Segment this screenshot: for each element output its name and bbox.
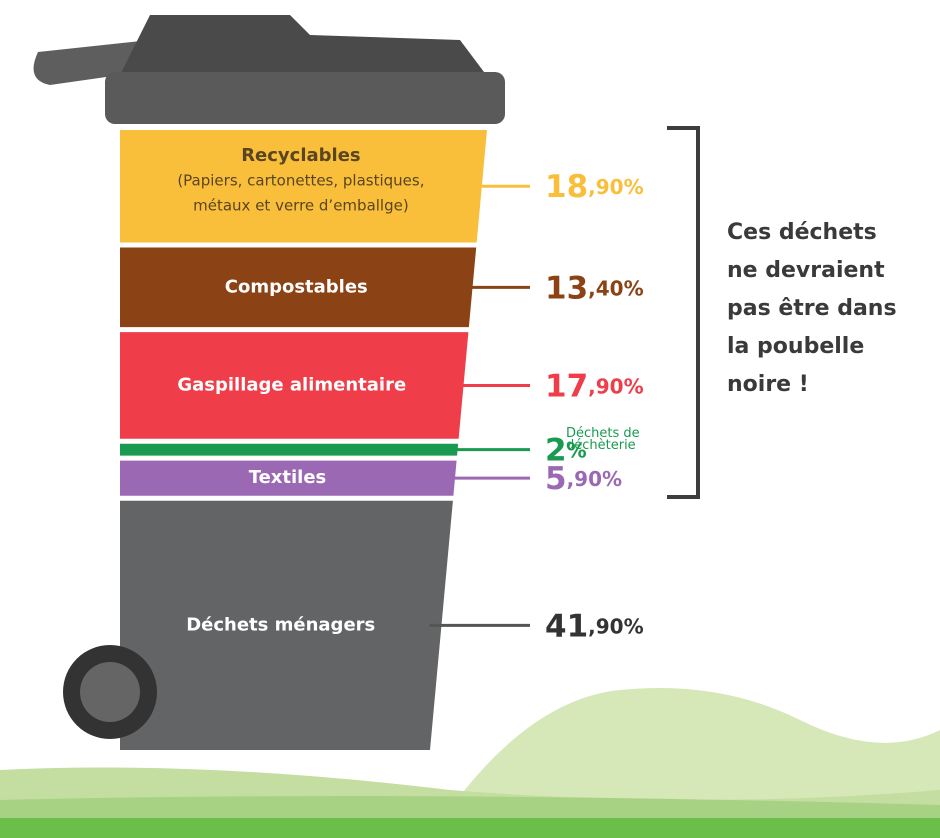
value-dec: ,90% <box>588 614 643 638</box>
value-dec: ,90% <box>588 175 643 199</box>
value-label: 13,40% <box>545 270 644 306</box>
value-dec: ,90% <box>567 467 622 491</box>
annotation: la poubelle <box>727 334 864 359</box>
annotation: ne devraient <box>727 258 885 283</box>
value-int: 41 <box>545 608 588 644</box>
value-label: 17,90% <box>545 368 644 404</box>
value-label: 41,90% <box>545 608 644 644</box>
segment-label: Déchets ménagers <box>186 614 375 635</box>
chart: Recyclables (Papiers, cartonettes, plasti… <box>0 0 940 838</box>
annotation: noire ! <box>727 372 809 397</box>
value-int: 17 <box>545 368 588 404</box>
value-dec: ,90% <box>588 374 643 398</box>
value-int: 13 <box>545 270 588 306</box>
segment-note: métaux et verre d’emballge) <box>193 197 409 215</box>
segment-label: Gaspillage alimentaire <box>177 374 406 395</box>
segment-label: Textiles <box>249 467 327 488</box>
lid <box>120 15 490 80</box>
value-int: 5 <box>545 461 567 497</box>
segment-label: Compostables <box>225 276 368 297</box>
value-dec: ,40% <box>588 276 643 300</box>
value-label: 18,90% <box>545 169 644 205</box>
side-label: Déchets de déchèterie <box>566 428 676 452</box>
annotation: Ces déchets <box>727 220 877 245</box>
annotation: pas être dans <box>727 296 897 321</box>
value-int: 18 <box>545 169 588 205</box>
value-label: 5,90% <box>545 461 622 497</box>
wheel-hub <box>80 662 140 722</box>
ground <box>0 818 940 838</box>
bin-segment <box>120 444 458 456</box>
infographic: Recyclables (Papiers, cartonettes, plasti… <box>0 0 940 838</box>
rim <box>105 72 505 124</box>
segment-note: (Papiers, cartonettes, plastiques, <box>177 172 424 190</box>
segment-label: Recyclables <box>241 145 360 166</box>
